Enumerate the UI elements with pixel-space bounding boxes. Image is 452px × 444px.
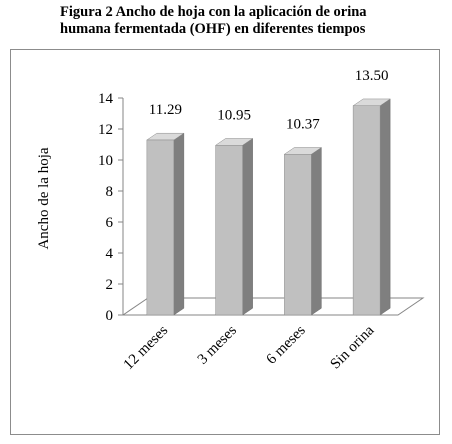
bar-value-label: 10.95 <box>217 107 251 123</box>
figure-caption-line-1: Figura 2 Ancho de hoja con la aplicación… <box>60 4 367 20</box>
bar <box>283 146 323 316</box>
x-category-label: Sin orina <box>328 322 378 372</box>
figure-caption: Figura 2 Ancho de hoja con la aplicación… <box>60 4 440 38</box>
bar-side-face <box>173 132 185 316</box>
y-tick-label: 0 <box>106 308 114 324</box>
bar-side-face <box>379 98 391 316</box>
bar-front-face <box>146 139 175 316</box>
y-tick-label: 2 <box>106 277 114 293</box>
bar-value-label: 13.50 <box>355 68 389 84</box>
y-tick-label: 8 <box>106 184 114 200</box>
bar-value-label: 10.37 <box>286 116 320 132</box>
y-tick-label: 4 <box>106 246 114 262</box>
bar-side-face <box>311 146 322 316</box>
bar-front-face <box>284 154 312 316</box>
x-category-label: 12 meses <box>121 322 172 373</box>
bar <box>146 132 185 316</box>
x-category-label: 6 meses <box>264 322 309 367</box>
chart-frame <box>10 49 440 435</box>
bar <box>352 98 391 316</box>
y-axis-title: Ancho de la hoja <box>36 147 52 249</box>
bar-front-face <box>352 105 381 316</box>
x-category-label: 3 meses <box>195 322 240 367</box>
figure-caption-line-2: humana fermentada (OHF) en diferentes ti… <box>60 21 366 37</box>
bar <box>214 138 254 316</box>
bar-side-face <box>242 138 253 316</box>
y-tick-label: 14 <box>98 91 114 107</box>
y-tick-label: 10 <box>98 153 113 169</box>
y-tick-label: 12 <box>98 122 113 138</box>
bar-value-label: 11.29 <box>149 102 182 118</box>
y-tick-label: 6 <box>106 215 114 231</box>
bar-front-face <box>215 145 243 316</box>
